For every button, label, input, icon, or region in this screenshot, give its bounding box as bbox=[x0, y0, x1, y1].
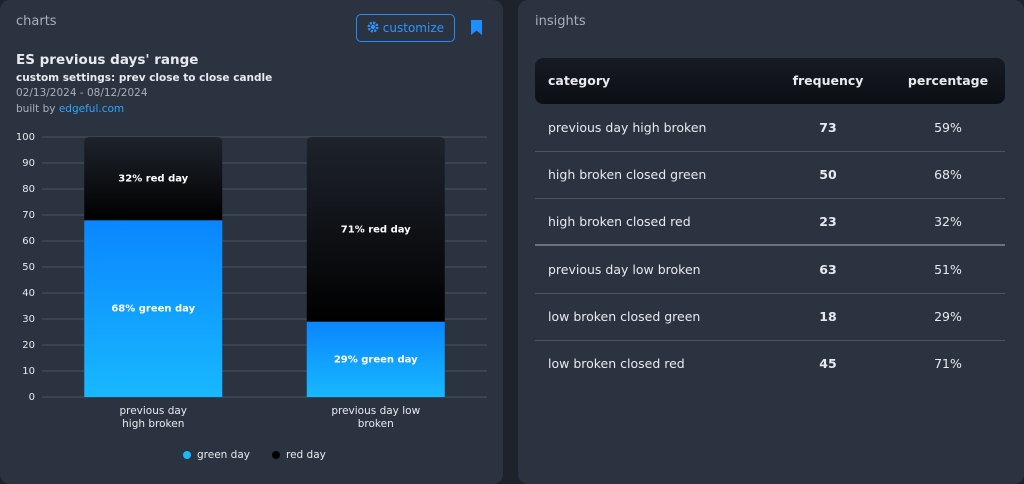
value-label: 68% green day bbox=[111, 304, 195, 315]
table-cell: previous day low broken bbox=[548, 262, 701, 277]
y-tick-label: 30 bbox=[22, 314, 35, 325]
row-separator bbox=[535, 151, 1005, 152]
x-tick-label: previous day high broken bbox=[119, 405, 188, 430]
table-body: previous day high broken 73 59% high broken… bbox=[518, 105, 1024, 405]
panel-title: insights bbox=[535, 14, 586, 29]
row-separator bbox=[535, 198, 1005, 199]
table-row: high broken closed green 50 68% bbox=[535, 152, 1005, 198]
y-tick-label: 100 bbox=[16, 132, 35, 143]
table-cell: 59% bbox=[934, 120, 962, 135]
table-row: low broken closed red 45 71% bbox=[535, 341, 1005, 387]
legend-marker bbox=[183, 451, 191, 459]
y-tick-label: 70 bbox=[22, 210, 35, 221]
value-label: 71% red day bbox=[341, 224, 411, 235]
row-separator bbox=[535, 340, 1005, 341]
button-label: customize bbox=[382, 21, 445, 35]
table-header: category frequency percentage bbox=[535, 58, 1005, 104]
table-cell: 63 bbox=[819, 262, 837, 277]
value-label: 29% green day bbox=[334, 354, 418, 365]
legend-label: red day bbox=[286, 449, 326, 461]
y-tick-label: 80 bbox=[22, 184, 35, 195]
table-cell: low broken closed red bbox=[548, 356, 685, 371]
table-cell: 71% bbox=[934, 356, 962, 371]
legend-marker bbox=[271, 451, 280, 459]
credit-prefix: built by bbox=[16, 103, 56, 115]
group-separator bbox=[535, 244, 1005, 246]
table-row: low broken closed green 18 29% bbox=[535, 294, 1005, 340]
y-tick-label: 60 bbox=[22, 236, 35, 247]
bookmark-icon[interactable] bbox=[470, 19, 483, 36]
table-cell: 32% bbox=[934, 214, 962, 229]
bar-segment bbox=[306, 137, 445, 322]
x-tick-label: previous day low broken bbox=[331, 405, 421, 430]
table-cell: high broken closed green bbox=[548, 167, 707, 182]
bar-segment bbox=[84, 220, 223, 397]
table-cell: 50 bbox=[819, 167, 837, 182]
table-cell: 51% bbox=[934, 262, 962, 277]
chart-title: ES previous days' range bbox=[16, 52, 199, 68]
insights-panel: insights category frequency percentage pre… bbox=[518, 0, 1024, 484]
bar-segment bbox=[84, 137, 223, 221]
panel-title: charts bbox=[16, 14, 57, 29]
chart: 0 10 20 30 40 50 60 70 80 90 100 68% green day 32% r… bbox=[16, 132, 487, 461]
y-tick-label: 20 bbox=[22, 340, 35, 351]
table-cell: 73 bbox=[819, 120, 837, 135]
column-header: category bbox=[548, 73, 611, 88]
y-tick-label: 90 bbox=[22, 158, 35, 169]
y-tick-label: 40 bbox=[22, 288, 35, 299]
table-cell: 68% bbox=[934, 167, 962, 182]
table-row: high broken closed red 23 32% bbox=[535, 199, 1005, 245]
table-cell: low broken closed green bbox=[548, 309, 701, 324]
customize-button[interactable]: customize bbox=[356, 14, 455, 42]
table-cell: 45 bbox=[819, 356, 837, 371]
y-tick-label: 50 bbox=[22, 262, 35, 273]
table-cell: 18 bbox=[819, 309, 837, 324]
date-range: 02/13/2024 - 08/12/2024 bbox=[16, 87, 148, 99]
credit: built by edgeful.com bbox=[16, 103, 124, 115]
credit-link[interactable]: edgeful.com bbox=[58, 103, 125, 115]
gear-icon bbox=[367, 21, 379, 33]
chart-subtitle: custom settings: prev close to close can… bbox=[16, 72, 273, 84]
table-cell: 29% bbox=[934, 309, 962, 324]
row-separator bbox=[535, 293, 1005, 294]
value-label: 32% red day bbox=[118, 174, 188, 185]
legend-label: green day bbox=[197, 449, 250, 461]
column-header: frequency bbox=[792, 73, 864, 88]
y-tick-label: 10 bbox=[22, 366, 35, 377]
table-cell: 23 bbox=[819, 214, 837, 229]
table-cell: high broken closed red bbox=[548, 214, 691, 229]
table-row: previous day low broken 63 51% bbox=[535, 247, 1005, 293]
bar-segment bbox=[306, 321, 445, 397]
charts-panel: charts customize ES previous days' range… bbox=[0, 0, 503, 484]
table-cell: previous day high broken bbox=[548, 120, 707, 135]
column-header: percentage bbox=[907, 73, 989, 88]
table-row: previous day high broken 73 59% bbox=[535, 105, 1005, 151]
y-tick-label: 0 bbox=[29, 392, 35, 403]
